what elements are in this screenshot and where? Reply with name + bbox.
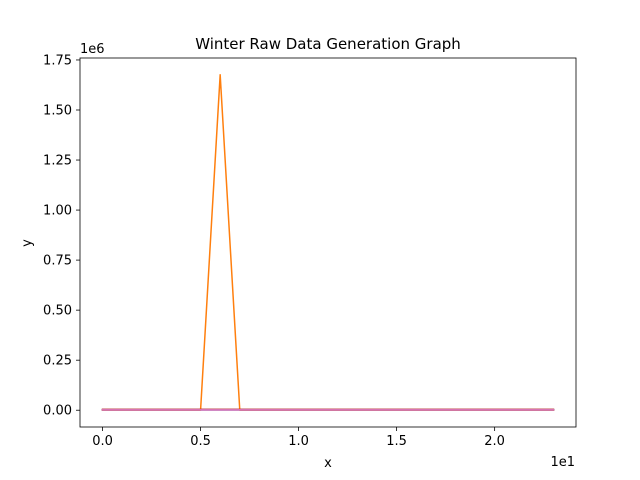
x-axis-label: x [324,456,332,471]
y-tick-label-1: 0.25 [43,354,72,369]
y-offset-label: 1e6 [80,42,105,57]
axes-frame [79,57,577,428]
plot-area: 0.0 0.5 1.0 1.5 2.0 0.00 0.25 0.50 0.75 1.00 1.25 1… [43,53,577,449]
y-tick-label-3: 0.75 [43,254,72,269]
x-tick-label-1: 0.5 [190,434,211,449]
y-tick-label-5: 1.25 [43,154,72,169]
x-tick-label-2: 1.0 [288,434,309,449]
series-line-2 [101,74,555,411]
y-axis-label: y [20,239,35,247]
x-tick-label-4: 2.0 [484,434,505,449]
x-offset-label: 1e1 [550,455,575,470]
y-tick-label-4: 1.00 [43,204,72,219]
y-tick-label-0: 0.00 [43,404,72,419]
y-tick-label-2: 0.50 [43,304,72,319]
y-tick-label-7: 1.75 [43,53,72,68]
x-tick-label-3: 1.5 [386,434,407,449]
chart-title: Winter Raw Data Generation Graph [195,35,461,53]
y-tick-label-6: 1.50 [43,103,72,118]
x-tick-label-0: 0.0 [92,434,113,449]
